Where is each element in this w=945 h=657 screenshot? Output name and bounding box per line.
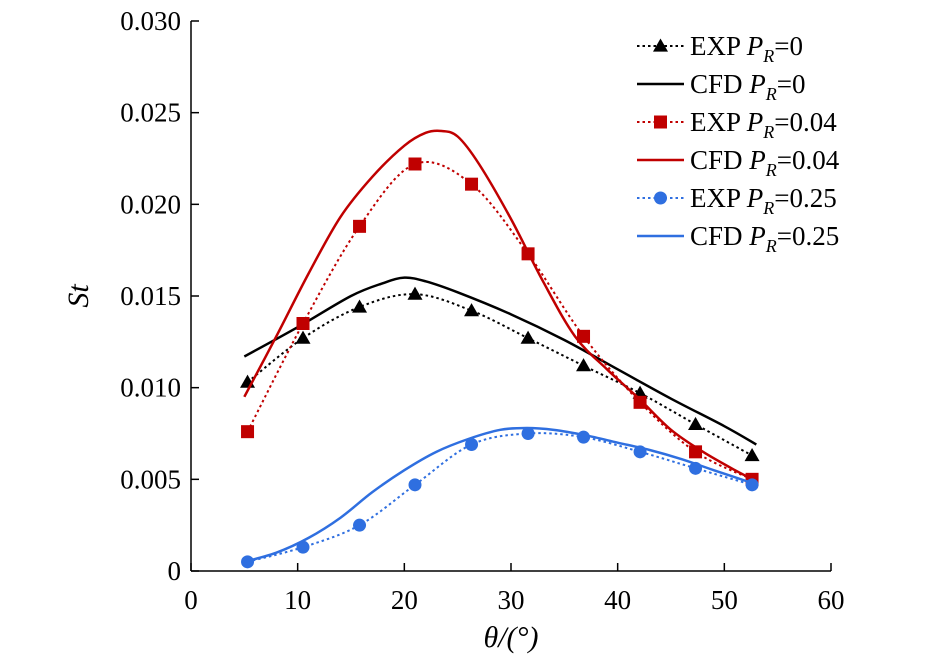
x-axis-title: θ/(°)	[483, 621, 538, 654]
series-cfd-pr-025	[243, 426, 753, 564]
data-point-exp-pr-004	[241, 425, 255, 439]
x-tick-label: 40	[604, 585, 631, 615]
data-point-exp-pr-0	[520, 330, 536, 344]
data-point-exp-pr-0	[464, 303, 480, 317]
y-tick-label: 0	[168, 556, 182, 586]
legend-symbol: P	[746, 183, 764, 213]
x-tick-label: 20	[391, 585, 418, 615]
series-line-cfd-pr-0	[243, 276, 757, 446]
legend-value: =0.25	[777, 221, 839, 251]
series-exp-pr-025	[241, 427, 759, 569]
data-point-exp-pr-0	[688, 416, 704, 430]
data-point-exp-pr-025	[521, 427, 535, 440]
legend-subscript: R	[762, 198, 774, 218]
legend-marker-exp-pr-004	[654, 115, 667, 129]
data-point-exp-pr-025	[296, 540, 310, 554]
legend-value: =0.25	[774, 183, 836, 213]
data-point-exp-pr-025	[353, 518, 367, 532]
data-point-exp-pr-0	[352, 299, 368, 313]
legend-subscript: R	[765, 160, 777, 180]
x-tick-label: 10	[284, 585, 311, 615]
legend-subscript: R	[765, 236, 777, 256]
data-point-exp-pr-004	[577, 329, 591, 343]
y-tick-label: 0.030	[120, 6, 181, 36]
legend-item-cfd-pr-025: CFD PR=0.25	[637, 221, 839, 256]
legend-subscript: R	[762, 46, 774, 66]
legend-item-exp-pr-004: EXP PR=0.04	[637, 107, 837, 142]
legend-label-exp-pr-0: EXP PR=0	[690, 31, 803, 66]
legend-label-exp-pr-025: EXP PR=0.25	[690, 183, 837, 218]
legend-value: =0.04	[774, 107, 837, 137]
legend-label-cfd-pr-004: CFD PR=0.04	[690, 145, 840, 180]
data-point-exp-pr-0	[744, 448, 760, 462]
series-layer	[240, 129, 760, 569]
legend-item-exp-pr-025: EXP PR=0.25	[637, 183, 837, 218]
x-tick-label: 30	[498, 585, 525, 615]
legend-item-cfd-pr-004: CFD PR=0.04	[637, 145, 840, 180]
data-point-exp-pr-025	[577, 430, 591, 444]
legend-prefix: CFD	[690, 221, 743, 251]
data-point-exp-pr-0	[295, 330, 311, 344]
y-tick-label: 0.005	[120, 464, 181, 494]
legend-symbol: P	[746, 31, 764, 61]
legend-item-exp-pr-0: EXP PR=0	[637, 31, 803, 66]
legend-symbol: P	[746, 107, 764, 137]
legend-label-cfd-pr-025: CFD PR=0.25	[690, 221, 839, 256]
legend-label-exp-pr-004: EXP PR=0.04	[690, 107, 837, 142]
data-point-exp-pr-025	[408, 478, 422, 492]
legend-subscript: R	[762, 122, 774, 142]
legend-value: =0	[777, 69, 806, 99]
y-tick-label: 0.010	[120, 373, 181, 403]
data-point-exp-pr-004	[353, 219, 367, 233]
legend-value: =0	[774, 31, 803, 61]
legend-subscript: R	[765, 84, 777, 104]
data-point-exp-pr-004	[296, 317, 310, 330]
data-point-exp-pr-004	[408, 157, 422, 171]
axes: 0 0.005 0.010 0.015 0.020 0.025 0.030 0 10 20 30 40…	[62, 6, 845, 654]
legend-prefix: CFD	[690, 145, 743, 175]
series-cfd-pr-0	[243, 276, 757, 446]
legend-prefix: EXP	[690, 107, 740, 137]
legend-marker-exp-pr-0	[653, 38, 668, 52]
legend-symbol: P	[748, 69, 766, 99]
legend-symbol: P	[748, 145, 766, 175]
y-tick-label: 0.015	[120, 281, 181, 311]
data-point-exp-pr-0	[576, 358, 592, 372]
data-point-exp-pr-0	[407, 286, 423, 300]
series-line-exp-pr-0	[246, 293, 753, 457]
series-exp-pr-0	[240, 286, 760, 462]
legend-prefix: EXP	[690, 183, 740, 213]
legend-item-cfd-pr-0: CFD PR=0	[637, 69, 806, 104]
data-point-exp-pr-004	[633, 395, 647, 409]
x-tick-label: 60	[818, 585, 845, 615]
legend-label-cfd-pr-0: CFD PR=0	[690, 69, 806, 104]
y-tick-label: 0.020	[120, 189, 181, 219]
legend-symbol: P	[748, 221, 766, 251]
series-line-exp-pr-025	[247, 432, 753, 563]
data-point-exp-pr-004	[465, 177, 479, 191]
legend-prefix: CFD	[690, 69, 743, 99]
legend-marker-exp-pr-025	[654, 191, 667, 205]
legend-prefix: EXP	[690, 31, 740, 61]
data-point-exp-pr-025	[465, 438, 479, 451]
series-line-cfd-pr-025	[243, 426, 753, 564]
series-line-exp-pr-004	[246, 160, 753, 481]
x-tick-label: 0	[184, 585, 198, 615]
series-line-cfd-pr-004	[243, 129, 757, 483]
y-tick-label: 0.025	[120, 98, 181, 128]
legend-value: =0.04	[777, 145, 840, 175]
y-axis-title: St	[62, 284, 95, 308]
x-tick-label: 50	[711, 585, 738, 615]
series-cfd-pr-004	[243, 129, 757, 483]
